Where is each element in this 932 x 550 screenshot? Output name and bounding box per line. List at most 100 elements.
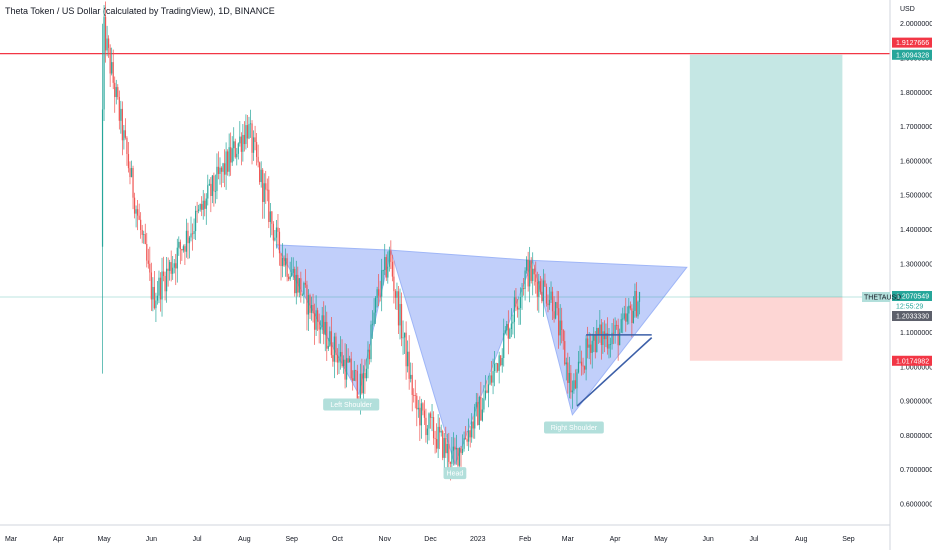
x-tick-label: 2023: [470, 536, 486, 543]
x-tick-label: Aug: [238, 536, 251, 543]
candle-body: [278, 231, 281, 254]
candle-body: [507, 323, 509, 339]
head-shape[interactable]: [390, 249, 534, 467]
candle-body: [126, 137, 128, 155]
candle-body: [208, 183, 210, 186]
candle-body: [108, 38, 110, 48]
candle-body: [402, 337, 404, 339]
candle-body: [239, 136, 241, 144]
candle-body: [130, 168, 133, 178]
candle-body: [115, 87, 117, 98]
candle-body: [364, 372, 366, 379]
candle-body: [527, 259, 529, 287]
candle-body: [132, 168, 134, 198]
candle-body: [635, 291, 638, 317]
head-shoulders-pattern[interactable]: [275, 244, 688, 467]
candle-body: [124, 130, 127, 138]
candle-body: [144, 234, 146, 245]
candle-body: [268, 189, 270, 222]
candle-body: [300, 278, 302, 296]
candle-body: [594, 334, 596, 353]
candle-body: [368, 349, 371, 360]
candle-body: [510, 323, 512, 329]
candle-body: [216, 166, 218, 192]
candle-body: [425, 417, 427, 436]
stop-price-label-text: 1.0174982: [896, 358, 929, 365]
candle-body: [252, 137, 255, 153]
y-tick-label: 1.1000000: [900, 330, 932, 337]
candle-body: [515, 297, 517, 307]
candle-body: [213, 175, 215, 192]
candle-body: [342, 359, 345, 367]
candle-body: [599, 324, 601, 335]
candle-body: [196, 210, 198, 212]
triangle-bottom-line[interactable]: [576, 337, 653, 407]
candle-body: [323, 315, 325, 335]
candle-body: [522, 288, 525, 290]
candle-body: [463, 438, 465, 449]
candle-body: [347, 358, 349, 363]
candle-body: [140, 219, 142, 230]
right-shoulder-shape[interactable]: [532, 259, 688, 416]
countdown-label: 12:55:29: [896, 304, 923, 311]
candle-body: [277, 227, 279, 232]
candle-body: [355, 370, 357, 371]
candle-body: [637, 301, 639, 317]
candle-body: [391, 261, 393, 277]
candle-body: [474, 406, 476, 429]
candle-body: [159, 277, 162, 300]
candle-body: [332, 355, 334, 362]
candle-body: [634, 291, 636, 311]
y-tick-label: 1.0000000: [900, 364, 932, 371]
candle-body: [356, 370, 358, 399]
candle-body: [469, 430, 471, 438]
head-label-bg: [443, 467, 467, 480]
pattern-annotations: Left Shoulder Head Right Shoulder: [323, 398, 604, 480]
candle-body: [413, 394, 415, 396]
candle-body: [422, 403, 424, 411]
candle-body: [313, 313, 316, 330]
candle-body: [281, 257, 284, 267]
candle-body: [274, 237, 276, 241]
horizontal-lines[interactable]: [0, 53, 890, 298]
candle-body: [619, 332, 621, 346]
candle-body: [585, 338, 587, 370]
candle-body: [294, 268, 296, 294]
candle-body: [597, 327, 599, 335]
candle-body: [283, 257, 285, 266]
candle-body: [429, 413, 432, 418]
candle-body: [320, 327, 322, 330]
candle-body: [442, 431, 444, 458]
candle-body: [420, 403, 422, 426]
candle-body: [304, 282, 307, 285]
x-tick-label: Mar: [5, 536, 18, 543]
candle-body: [179, 241, 181, 250]
resistance-price-label-text: 1.9127666: [896, 40, 929, 47]
ascending-triangle[interactable]: [576, 334, 653, 407]
candle-body: [602, 331, 604, 345]
candle-body: [324, 321, 326, 335]
candle-body: [227, 151, 229, 172]
resistance-price-label-bg: [892, 37, 932, 48]
y-tick-label: 1.4000000: [900, 227, 932, 234]
y-tick-label: 0.6000000: [900, 502, 932, 509]
candle-body: [591, 340, 593, 353]
candle-body: [330, 331, 332, 356]
entry-price-label: 1.2033330: [892, 311, 932, 322]
candle-body: [315, 310, 317, 330]
candle-body: [483, 398, 485, 410]
candle-body: [376, 289, 378, 298]
candle-body: [169, 262, 171, 271]
candle-body: [141, 229, 143, 235]
candle-body: [379, 295, 381, 297]
candle-body: [556, 302, 558, 309]
candle-body: [298, 278, 300, 293]
y-tick-label: 1.8000000: [900, 90, 932, 97]
candle-body: [446, 443, 448, 454]
candle-body: [448, 443, 450, 462]
candle-body: [611, 332, 613, 345]
candle-body: [256, 142, 258, 157]
last-price-label: 1.2070549: [892, 291, 932, 302]
candle-body: [489, 375, 491, 385]
